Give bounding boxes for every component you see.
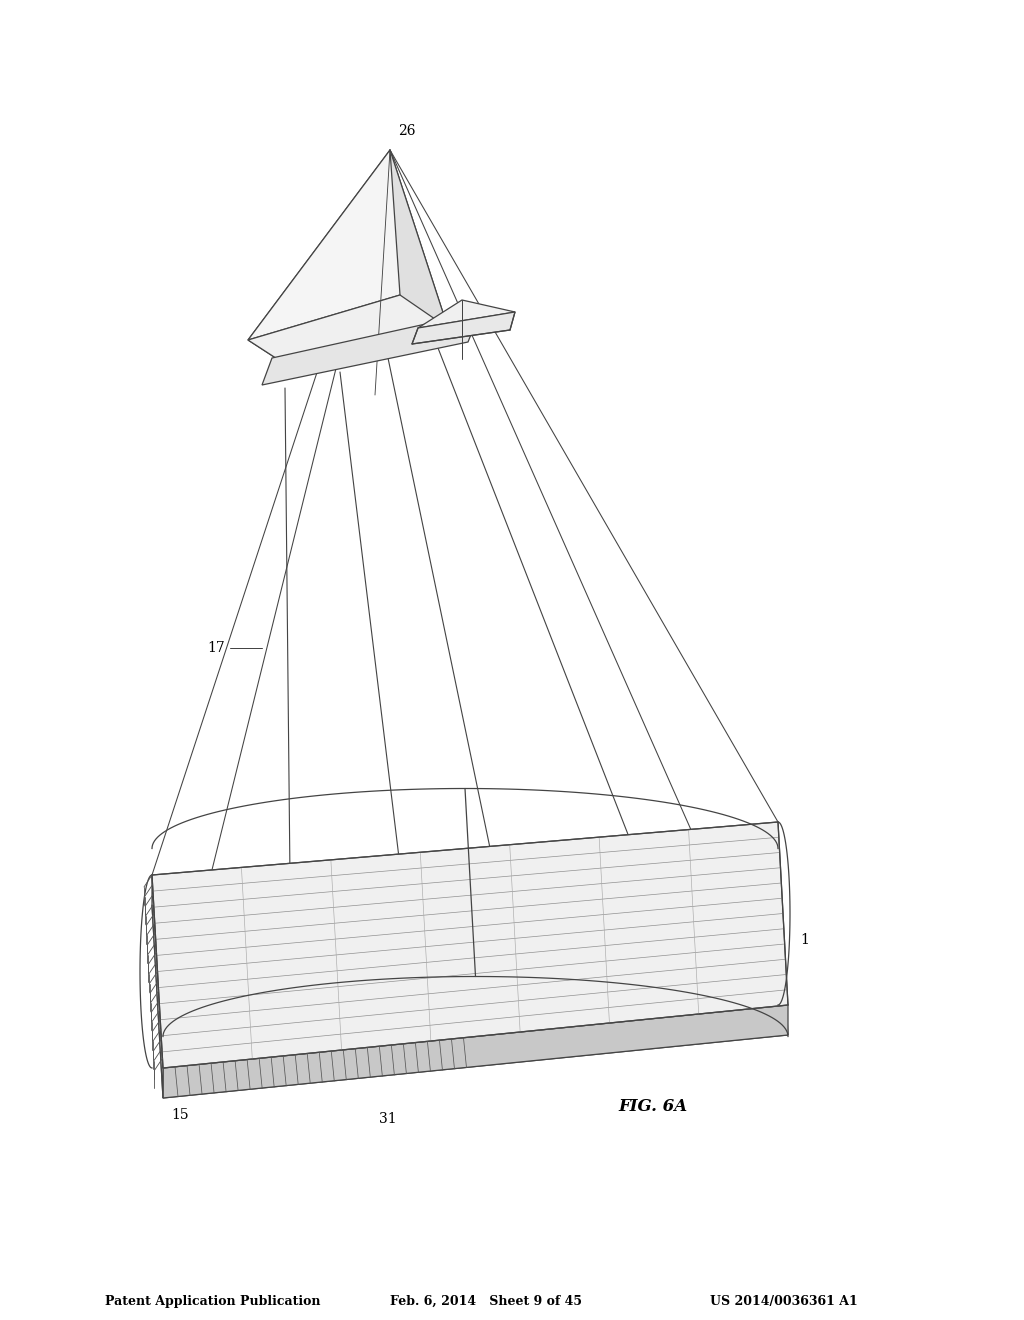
Polygon shape	[262, 312, 480, 385]
Polygon shape	[163, 1005, 788, 1098]
Polygon shape	[418, 300, 515, 327]
Text: Patent Application Publication: Patent Application Publication	[105, 1295, 321, 1308]
Polygon shape	[302, 150, 449, 375]
Text: 15: 15	[171, 1107, 188, 1122]
Text: US 2014/0036361 A1: US 2014/0036361 A1	[710, 1295, 858, 1308]
Text: 17: 17	[207, 642, 225, 655]
Polygon shape	[152, 851, 788, 1098]
Polygon shape	[390, 150, 449, 327]
Text: 31: 31	[379, 1111, 397, 1126]
Polygon shape	[152, 875, 163, 1098]
Polygon shape	[412, 312, 515, 345]
Text: Feb. 6, 2014   Sheet 9 of 45: Feb. 6, 2014 Sheet 9 of 45	[390, 1295, 582, 1308]
Text: 1: 1	[800, 933, 809, 946]
Text: FIG. 6A: FIG. 6A	[618, 1098, 687, 1115]
Text: 26: 26	[398, 124, 416, 139]
Polygon shape	[152, 822, 788, 1068]
Polygon shape	[248, 150, 400, 341]
Polygon shape	[248, 294, 449, 375]
Polygon shape	[248, 150, 390, 375]
